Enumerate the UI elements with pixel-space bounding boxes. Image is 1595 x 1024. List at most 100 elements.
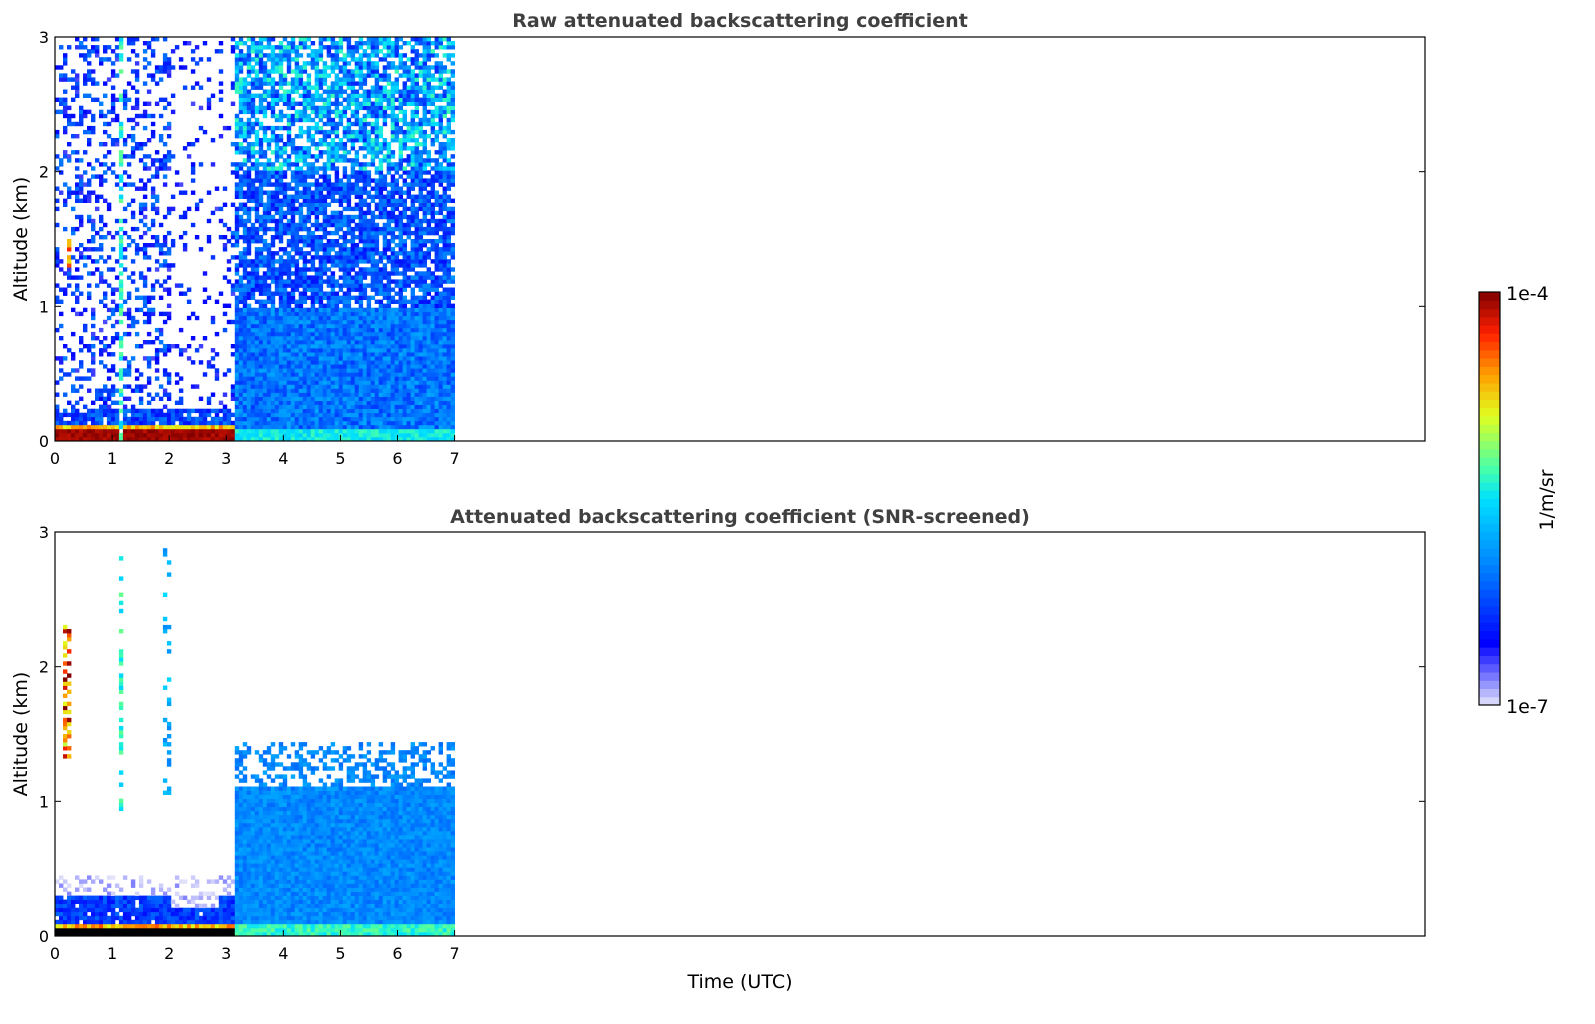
heatmap-cell bbox=[91, 271, 96, 276]
heatmap-cell bbox=[342, 255, 348, 260]
heatmap-cell bbox=[178, 376, 184, 381]
heatmap-cell bbox=[270, 352, 276, 357]
heatmap-cell bbox=[202, 287, 208, 292]
heatmap-cell bbox=[310, 174, 316, 179]
heatmap-cell bbox=[114, 57, 120, 62]
heatmap-cell bbox=[338, 356, 344, 361]
heatmap-cell bbox=[314, 57, 320, 62]
heatmap-cell bbox=[298, 404, 304, 409]
heatmap-cell bbox=[71, 412, 76, 418]
heatmap-cell bbox=[262, 61, 268, 66]
heatmap-cell bbox=[166, 344, 172, 349]
heatmap-cell bbox=[302, 243, 308, 248]
heatmap-cell bbox=[390, 356, 396, 361]
heatmap-cell bbox=[266, 125, 272, 131]
heatmap-cell bbox=[398, 57, 403, 62]
heatmap-cell bbox=[390, 396, 396, 401]
heatmap-cell bbox=[258, 380, 264, 385]
heatmap-cell bbox=[338, 376, 344, 381]
heatmap-cell bbox=[354, 41, 360, 46]
heatmap-cell bbox=[150, 129, 156, 135]
heatmap-cell bbox=[286, 303, 292, 308]
heatmap-cell bbox=[230, 230, 236, 236]
heatmap-cell bbox=[306, 37, 312, 42]
heatmap-cell bbox=[270, 235, 276, 240]
heatmap-cell bbox=[270, 295, 276, 300]
heatmap-cell bbox=[394, 348, 399, 353]
heatmap-cell bbox=[358, 299, 364, 304]
heatmap-cell bbox=[178, 57, 184, 62]
heatmap-cell bbox=[326, 291, 332, 296]
heatmap-cell bbox=[362, 432, 368, 438]
heatmap-cell bbox=[386, 348, 392, 353]
heatmap-cell bbox=[398, 336, 403, 341]
heatmap-cell bbox=[274, 222, 280, 228]
heatmap-cell bbox=[234, 117, 240, 123]
heatmap-cell bbox=[91, 315, 96, 321]
heatmap-cell bbox=[246, 323, 252, 329]
heatmap-cell bbox=[103, 295, 108, 300]
heatmap-cell bbox=[398, 138, 403, 143]
heatmap-cell bbox=[338, 210, 344, 216]
heatmap-cell bbox=[254, 166, 260, 171]
heatmap-cell bbox=[75, 150, 80, 155]
heatmap-cell bbox=[338, 178, 344, 183]
heatmap-cell bbox=[318, 368, 324, 373]
heatmap-cell bbox=[118, 392, 124, 397]
heatmap-cell bbox=[278, 279, 284, 284]
heatmap-cell bbox=[382, 392, 388, 397]
heatmap-cell bbox=[266, 437, 272, 442]
heatmap-cell bbox=[282, 311, 288, 317]
heatmap-cell bbox=[63, 113, 68, 119]
heatmap-cell bbox=[386, 271, 392, 276]
heatmap-cell bbox=[318, 235, 324, 240]
heatmap-cell bbox=[290, 117, 296, 123]
heatmap-cell bbox=[334, 323, 340, 329]
heatmap-cell bbox=[126, 37, 132, 42]
heatmap-cell bbox=[282, 380, 288, 385]
heatmap-cell bbox=[290, 307, 296, 313]
heatmap-cell bbox=[370, 275, 376, 280]
heatmap-cell bbox=[326, 146, 332, 151]
heatmap-cell bbox=[290, 315, 296, 321]
heatmap-cell bbox=[362, 125, 368, 131]
heatmap-cell bbox=[394, 299, 399, 304]
heatmap-cell bbox=[246, 65, 252, 70]
heatmap-cell bbox=[222, 222, 228, 228]
heatmap-cell bbox=[302, 174, 308, 179]
heatmap-cell bbox=[370, 368, 376, 373]
heatmap-cell bbox=[362, 376, 368, 381]
heatmap-cell bbox=[370, 344, 376, 349]
heatmap-cell bbox=[378, 368, 384, 373]
heatmap-cell bbox=[330, 311, 336, 317]
heatmap-cell bbox=[266, 400, 272, 405]
heatmap-cell bbox=[258, 404, 264, 409]
heatmap-cell bbox=[75, 259, 80, 264]
heatmap-cell bbox=[266, 291, 272, 296]
heatmap-cell bbox=[71, 356, 76, 361]
heatmap-cell bbox=[110, 364, 116, 369]
heatmap-cell bbox=[314, 416, 320, 422]
heatmap-cell bbox=[274, 65, 280, 70]
heatmap-cell bbox=[358, 129, 364, 135]
heatmap-cell bbox=[366, 315, 372, 321]
heatmap-cell bbox=[342, 206, 348, 212]
heatmap-cell bbox=[326, 174, 332, 179]
heatmap-cell bbox=[202, 416, 208, 422]
heatmap-cell bbox=[79, 396, 84, 401]
heatmap-cell bbox=[170, 206, 176, 212]
heatmap-cell bbox=[314, 267, 320, 272]
heatmap-cell bbox=[218, 437, 224, 442]
heatmap-cell bbox=[162, 319, 168, 325]
heatmap-cell bbox=[126, 360, 132, 365]
heatmap-cell bbox=[282, 158, 288, 163]
heatmap-cell bbox=[370, 255, 376, 260]
heatmap-cell bbox=[114, 53, 120, 58]
heatmap-cell bbox=[282, 319, 288, 325]
heatmap-cell bbox=[314, 372, 320, 377]
heatmap-cell bbox=[338, 214, 344, 220]
heatmap-cell bbox=[262, 299, 268, 304]
heatmap-cell bbox=[278, 295, 284, 300]
heatmap-cell bbox=[234, 368, 240, 373]
heatmap-cell bbox=[118, 194, 124, 199]
